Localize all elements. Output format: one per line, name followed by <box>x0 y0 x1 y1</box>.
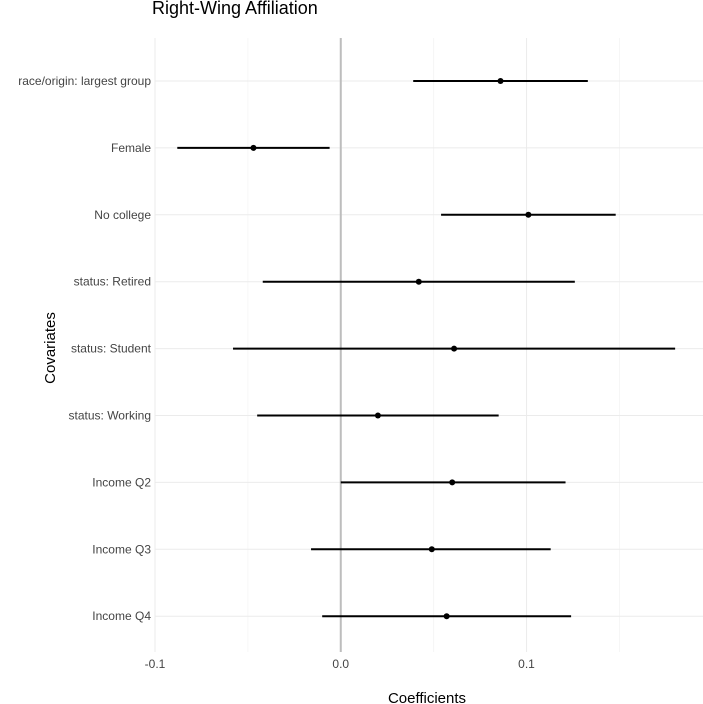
coefficient-point <box>449 479 456 486</box>
y-tick-label: status: Student <box>71 342 152 356</box>
y-tick-label: race/origin: largest group <box>18 74 151 88</box>
y-tick-label: Income Q4 <box>92 609 151 623</box>
coefficient-point <box>451 345 458 352</box>
coefficient-point <box>525 211 532 218</box>
coefficient-point <box>443 613 450 620</box>
grid <box>154 38 703 652</box>
y-tick-label: status: Working <box>69 409 151 423</box>
y-tick-label: Income Q2 <box>92 475 151 489</box>
y-tick-label: Income Q3 <box>92 542 151 556</box>
coefficient-point <box>415 278 422 285</box>
y-tick-label: Female <box>111 141 151 155</box>
x-tick-labels: -0.1 0.0 0.1 <box>145 657 536 671</box>
x-axis-title: Coefficients <box>388 690 466 704</box>
coefficient-point <box>374 412 381 419</box>
coefficient-point <box>497 78 504 84</box>
y-axis-title: Covariates <box>42 312 59 384</box>
x-tick-label: -0.1 <box>145 657 166 671</box>
y-tick-label: status: Retired <box>74 275 151 289</box>
coefficient-point <box>428 546 435 553</box>
x-tick-label: 0.1 <box>518 657 535 671</box>
chart-title: Right-Wing Affiliation <box>152 0 318 18</box>
y-tick-labels: race/origin: largest group Female No colle… <box>18 74 151 623</box>
y-tick-label: No college <box>94 208 151 222</box>
coefficient-marks <box>177 78 676 620</box>
coefficient-point <box>250 144 257 151</box>
x-tick-label: 0.0 <box>332 657 349 671</box>
